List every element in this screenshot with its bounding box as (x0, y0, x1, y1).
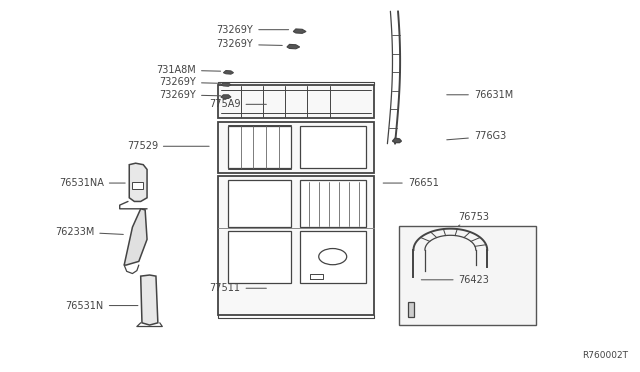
Text: 76233M: 76233M (55, 227, 124, 237)
Polygon shape (408, 302, 414, 317)
Polygon shape (124, 209, 147, 265)
Text: 73269Y: 73269Y (159, 90, 221, 100)
Text: 76423: 76423 (421, 275, 490, 285)
Polygon shape (228, 126, 291, 169)
Text: 73269Y: 73269Y (216, 25, 289, 35)
Text: R760002T: R760002T (582, 351, 628, 360)
Text: 76631M: 76631M (447, 90, 513, 100)
Bar (399, 227, 536, 325)
Polygon shape (221, 83, 231, 86)
Polygon shape (141, 275, 158, 325)
Text: 76531NA: 76531NA (59, 178, 125, 188)
Polygon shape (287, 44, 300, 49)
Text: 77529: 77529 (127, 141, 209, 151)
Text: 731A8M: 731A8M (156, 65, 221, 75)
Polygon shape (218, 122, 374, 173)
Polygon shape (218, 176, 374, 315)
Polygon shape (223, 71, 234, 74)
Polygon shape (300, 231, 366, 283)
Text: 776G3: 776G3 (447, 131, 506, 141)
Polygon shape (300, 180, 366, 227)
Text: 76531N: 76531N (65, 301, 138, 311)
Polygon shape (300, 126, 366, 169)
Text: 775A9: 775A9 (209, 99, 266, 109)
Polygon shape (129, 163, 147, 202)
Polygon shape (228, 231, 291, 283)
Polygon shape (132, 182, 143, 189)
Text: 73269Y: 73269Y (159, 77, 221, 87)
Polygon shape (392, 138, 401, 142)
Polygon shape (293, 29, 306, 33)
Text: 77511: 77511 (209, 283, 266, 293)
Text: 76651: 76651 (383, 178, 438, 188)
Polygon shape (218, 85, 374, 118)
Polygon shape (228, 180, 291, 227)
Polygon shape (221, 95, 231, 99)
Text: 73269Y: 73269Y (216, 39, 282, 49)
Text: 76753: 76753 (459, 212, 490, 226)
